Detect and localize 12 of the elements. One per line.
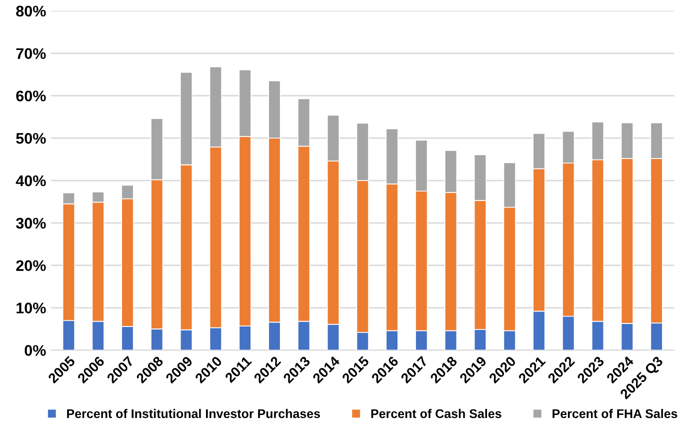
y-tick-label: 60% [16,90,46,102]
y-tick-label: 80% [16,6,46,17]
y-tick-label: 10% [16,302,46,314]
legend-label: Percent of Cash Sales [371,408,502,418]
y-tick-label: 50% [16,132,46,144]
y-tick-label: 30% [16,218,46,229]
y-tick-label: 70% [16,48,46,59]
y-tick-label: 20% [16,260,46,272]
legend-label: Percent of Institutional Investor Purchases [67,408,320,418]
y-tick-label: 40% [16,175,46,186]
y-tick-label: 0% [24,345,46,356]
legend-label: Percent of FHA Sales [552,408,678,418]
